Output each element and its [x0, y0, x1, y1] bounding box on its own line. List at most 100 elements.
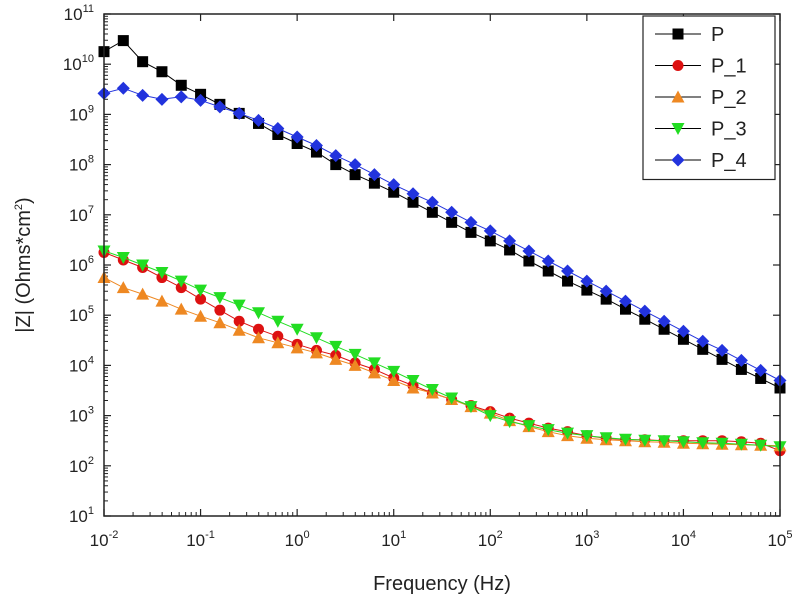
data-point [194, 284, 208, 297]
legend-label: P_1 [711, 56, 747, 78]
data-point [309, 139, 323, 153]
y-tick-label: 108 [69, 154, 94, 175]
data-point [271, 336, 285, 349]
data-point [388, 186, 400, 198]
data-point [755, 372, 767, 384]
data-point [213, 292, 227, 305]
data-point [387, 178, 401, 192]
x-tick-label: 105 [767, 529, 792, 550]
data-point [233, 315, 245, 327]
y-tick-label: 1010 [63, 53, 94, 74]
legend-label: P [711, 24, 724, 46]
data-point [155, 267, 169, 280]
data-point [676, 436, 690, 449]
series-line [103, 251, 781, 452]
data-point [232, 106, 246, 120]
data-point [367, 366, 381, 379]
data-point [174, 90, 188, 104]
legend-marker [672, 60, 684, 71]
y-axis-title-sup: 2 [13, 204, 25, 210]
legend-marker [671, 90, 685, 103]
data-point [580, 274, 594, 288]
x-tick-label: 101 [381, 529, 406, 550]
data-point [290, 341, 304, 354]
data-point [618, 294, 632, 308]
data-point [310, 146, 322, 158]
data-point [367, 168, 381, 182]
x-tick-label: 104 [671, 529, 696, 550]
data-point [195, 293, 207, 305]
x-tick-label: 10-1 [186, 529, 215, 550]
data-point [523, 255, 535, 267]
data-point [175, 282, 187, 294]
y-tick-label: 103 [69, 405, 94, 426]
data-point [618, 433, 632, 446]
y-tick-label: 105 [69, 304, 94, 325]
data-point [291, 138, 303, 150]
series-line [103, 250, 781, 448]
data-point [484, 235, 496, 247]
plot-frame [103, 13, 781, 517]
data-point [290, 130, 304, 144]
data-point [136, 259, 150, 272]
data-point [309, 332, 323, 345]
data-point [348, 158, 362, 172]
legend: P P_1 P_2 P_3 P_4 [642, 15, 776, 181]
data-point [309, 346, 323, 359]
data-point [213, 100, 227, 114]
data-point [657, 435, 671, 448]
data-point [676, 324, 690, 338]
x-tick-labels: 10-2 10-1 100 101 102 103 104 105 [90, 529, 793, 550]
legend-item: P_4 [655, 150, 747, 172]
data-point [638, 434, 652, 447]
x-tick-label: 100 [285, 529, 310, 550]
y-tick-label: 102 [69, 455, 94, 476]
y-tick-labels: 101 102 103 104 105 106 107 108 109 1010 1011 [63, 3, 94, 526]
y-tick-label: 1011 [64, 3, 94, 24]
y-tick-label: 106 [69, 254, 94, 275]
data-point [116, 251, 130, 264]
legend-label: P_2 [711, 87, 747, 109]
data-point [232, 323, 246, 336]
data-point [734, 353, 748, 367]
data-point [696, 334, 710, 348]
legend-label: P_4 [711, 150, 747, 172]
data-point [600, 293, 612, 305]
legend-box [642, 15, 776, 181]
data-point [562, 275, 574, 287]
data-point [716, 353, 728, 365]
data-point [697, 343, 709, 355]
data-point [290, 323, 304, 336]
data-point [542, 265, 554, 277]
series-p-4 [97, 81, 787, 387]
x-tick-label: 102 [478, 529, 503, 550]
legend-marker [671, 123, 685, 135]
legend-item: P_2 [655, 87, 747, 109]
legend-item: P_1 [655, 56, 747, 78]
data-point [599, 284, 613, 298]
data-point [213, 316, 227, 329]
data-point [658, 323, 670, 335]
data-point [232, 299, 246, 312]
data-point [252, 307, 266, 320]
data-point [446, 216, 458, 228]
data-point [117, 35, 129, 47]
series-p-1 [98, 246, 786, 457]
data-point [387, 373, 401, 386]
data-point [349, 169, 361, 181]
data-point [252, 113, 266, 127]
data-point [330, 159, 342, 171]
data-point [639, 313, 651, 325]
data-point [175, 79, 187, 91]
data-point [367, 357, 381, 370]
data-point [715, 343, 729, 357]
data-point [483, 410, 497, 423]
data-point [348, 348, 362, 361]
y-axis-title: |Z| (Ohms*cm2) [13, 197, 35, 332]
data-point [425, 383, 439, 396]
data-point [677, 333, 689, 345]
data-point [252, 331, 266, 344]
data-point [155, 92, 169, 106]
data-point [136, 88, 150, 102]
